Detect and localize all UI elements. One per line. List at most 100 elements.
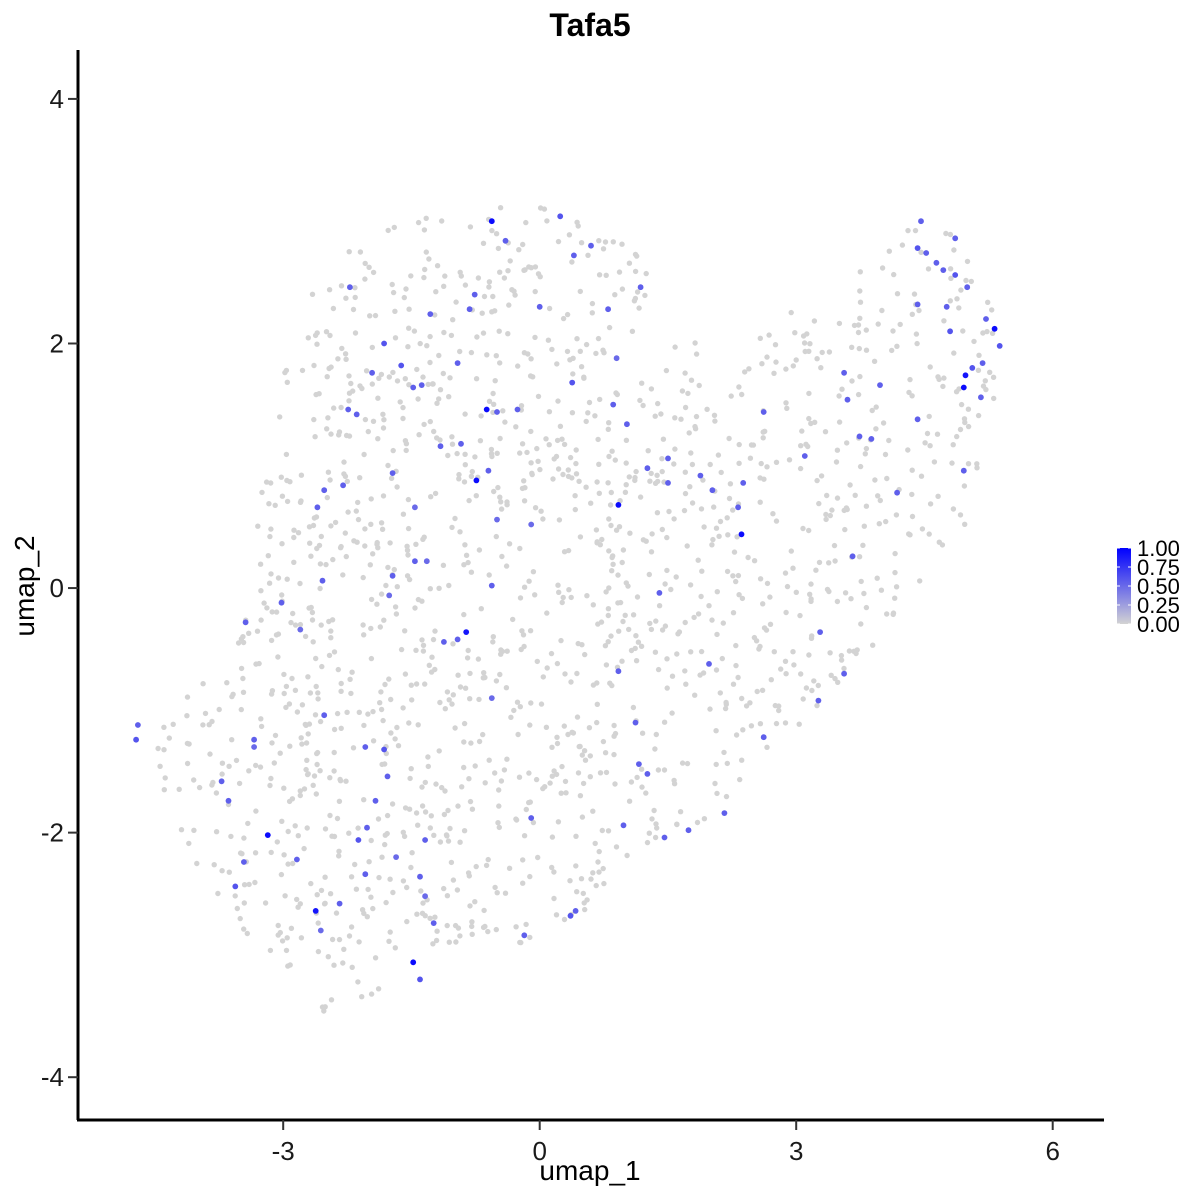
cell-point bbox=[855, 322, 862, 328]
cell-point bbox=[303, 740, 310, 746]
cell-point bbox=[655, 666, 662, 673]
cell-point bbox=[366, 859, 372, 865]
cell-point bbox=[378, 689, 384, 695]
cell-point bbox=[907, 376, 913, 383]
cell-point bbox=[261, 600, 267, 606]
cell-point bbox=[958, 401, 965, 408]
cell-point bbox=[467, 696, 473, 702]
cell-point bbox=[911, 291, 918, 297]
expressing-cell-point bbox=[569, 379, 576, 386]
cell-point bbox=[538, 701, 545, 707]
cell-point bbox=[588, 876, 594, 882]
cell-point bbox=[382, 681, 388, 688]
cell-point bbox=[361, 797, 367, 803]
cell-point bbox=[417, 340, 423, 347]
cell-point bbox=[467, 798, 474, 805]
cell-point bbox=[549, 346, 555, 353]
cell-point bbox=[776, 707, 782, 714]
cell-point bbox=[528, 460, 534, 466]
cell-point bbox=[800, 333, 807, 339]
cell-point bbox=[457, 529, 463, 535]
cell-point bbox=[437, 699, 443, 706]
cell-point bbox=[368, 625, 374, 632]
cell-point bbox=[610, 561, 616, 567]
cell-point bbox=[681, 507, 688, 514]
cell-point bbox=[707, 461, 713, 468]
cell-point bbox=[475, 656, 482, 662]
cell-point bbox=[716, 533, 722, 539]
cell-point bbox=[372, 312, 379, 319]
cell-point bbox=[424, 343, 430, 349]
cell-point bbox=[350, 745, 357, 751]
cell-point bbox=[899, 242, 906, 248]
cell-point bbox=[548, 650, 555, 657]
cell-point bbox=[575, 640, 581, 647]
cell-point bbox=[215, 890, 221, 897]
cell-point bbox=[611, 751, 617, 758]
cell-point bbox=[359, 994, 365, 1000]
cell-point bbox=[400, 829, 406, 835]
cell-point bbox=[584, 897, 590, 903]
cell-point bbox=[425, 381, 431, 388]
cell-point bbox=[566, 232, 573, 238]
y-tick-label: 2 bbox=[50, 328, 64, 358]
cell-point bbox=[608, 633, 614, 639]
cell-point bbox=[608, 489, 614, 496]
cell-point bbox=[940, 383, 946, 390]
expressing-cell-point bbox=[466, 306, 473, 313]
cell-point bbox=[406, 306, 412, 312]
cell-point bbox=[818, 473, 825, 479]
cell-point bbox=[155, 745, 161, 752]
cell-point bbox=[312, 712, 319, 718]
cell-point bbox=[826, 349, 833, 355]
cell-point bbox=[472, 763, 478, 769]
cell-point bbox=[346, 933, 353, 939]
cell-point bbox=[605, 639, 611, 645]
cell-point bbox=[730, 681, 737, 687]
x-tick-label: 6 bbox=[1045, 1136, 1059, 1166]
cell-point bbox=[355, 825, 361, 831]
cell-point bbox=[540, 516, 546, 522]
cell-point bbox=[263, 479, 270, 485]
cell-point bbox=[632, 474, 638, 481]
cell-point bbox=[916, 307, 922, 314]
cell-point bbox=[497, 494, 503, 500]
cell-point bbox=[535, 458, 541, 464]
cell-point bbox=[773, 459, 780, 465]
cell-point bbox=[534, 445, 540, 452]
cell-point bbox=[747, 455, 754, 461]
cell-point bbox=[661, 719, 668, 725]
cell-point bbox=[496, 328, 502, 334]
cell-point bbox=[713, 525, 720, 531]
cell-point bbox=[968, 278, 974, 285]
cell-point bbox=[436, 352, 442, 359]
cell-point bbox=[284, 935, 290, 941]
cell-point bbox=[421, 421, 427, 428]
cell-point bbox=[419, 803, 426, 809]
cell-point bbox=[927, 443, 933, 449]
cell-point bbox=[565, 467, 571, 473]
cell-point bbox=[413, 541, 419, 547]
cell-point bbox=[632, 251, 639, 258]
expressing-cell-point bbox=[218, 778, 225, 785]
cell-point bbox=[602, 239, 609, 245]
expressing-cell-point bbox=[241, 859, 247, 865]
cell-point bbox=[824, 492, 830, 499]
expressing-cell-point bbox=[996, 343, 1003, 349]
cell-point bbox=[602, 750, 609, 756]
cell-point bbox=[445, 807, 451, 814]
cell-point bbox=[380, 493, 387, 499]
cell-point bbox=[612, 781, 618, 787]
cell-point bbox=[290, 860, 296, 867]
cell-point bbox=[947, 298, 953, 304]
cell-point bbox=[935, 374, 941, 380]
cell-point bbox=[405, 344, 411, 350]
cell-point bbox=[388, 696, 394, 703]
cell-point bbox=[965, 461, 972, 467]
cell-point bbox=[491, 401, 497, 407]
cell-point bbox=[918, 249, 924, 255]
cell-point bbox=[953, 389, 960, 395]
cell-point bbox=[760, 435, 766, 441]
cell-point bbox=[764, 580, 771, 587]
cell-point bbox=[743, 703, 750, 709]
